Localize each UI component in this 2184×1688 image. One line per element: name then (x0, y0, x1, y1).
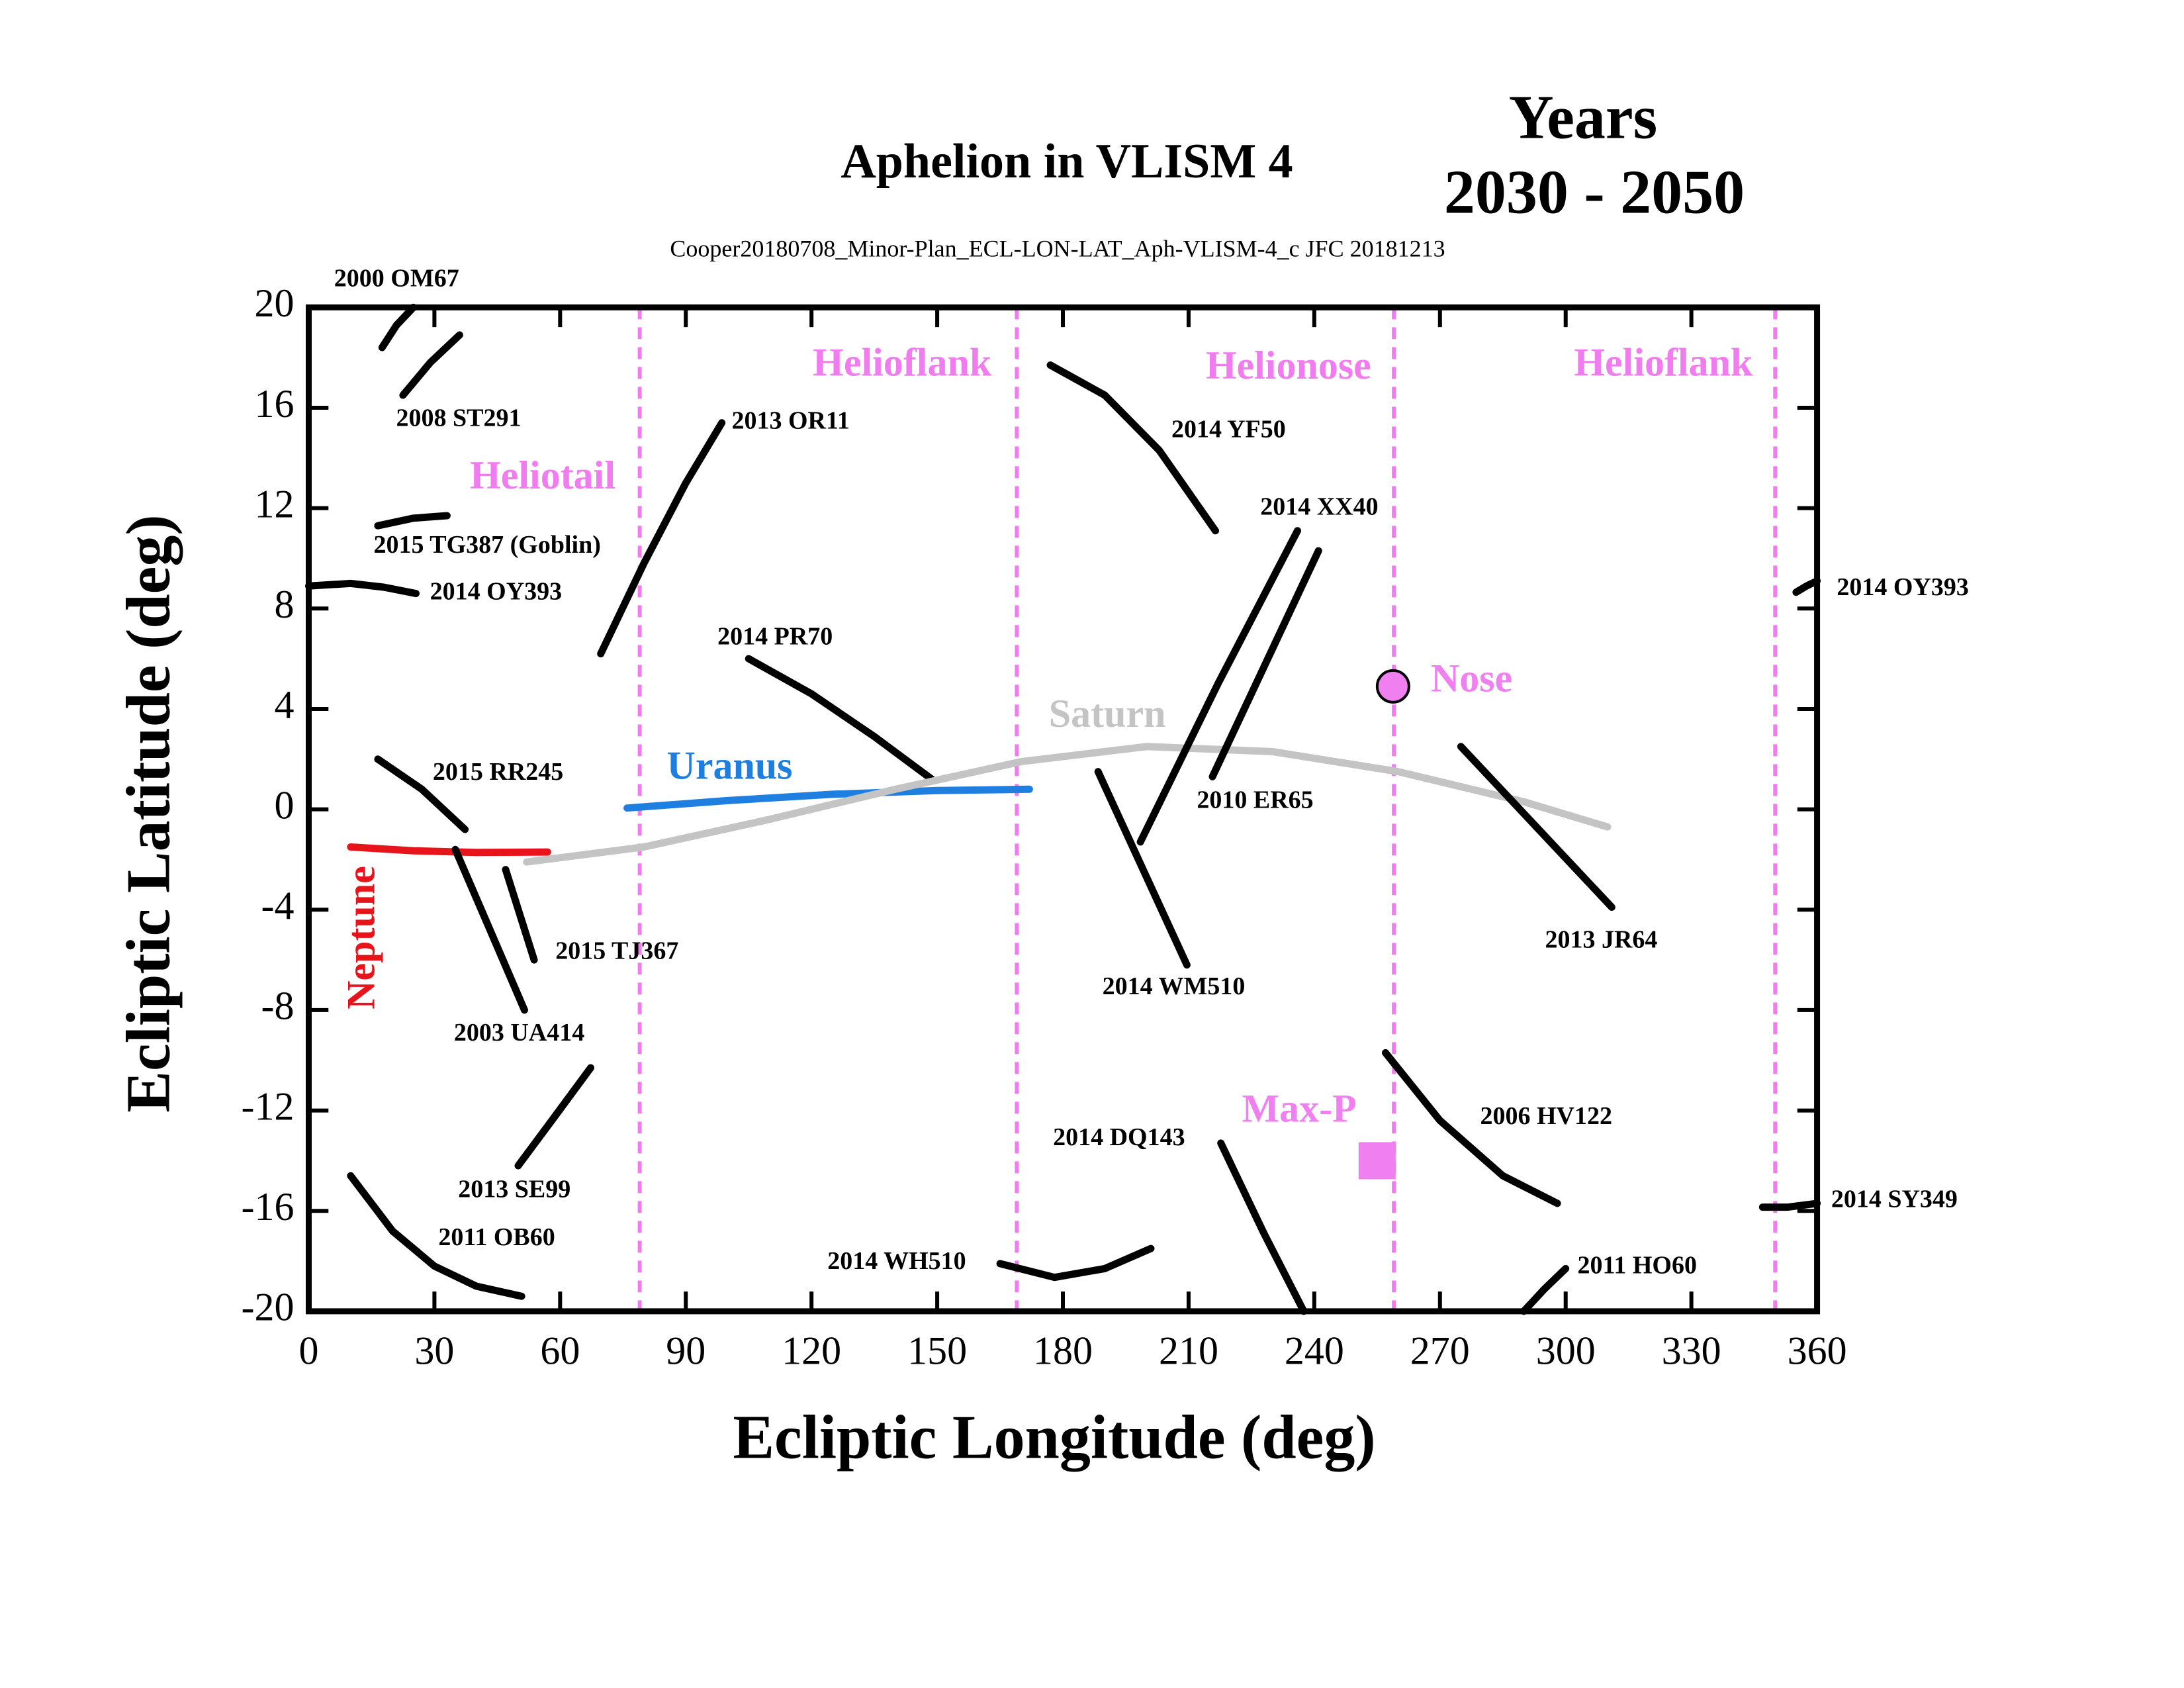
period-label: Years (1509, 83, 1658, 152)
region-label: Heliotail (470, 453, 615, 497)
series-label: 2015 RR245 (433, 758, 563, 786)
series-line (514, 1064, 594, 1170)
x-tick-label: 120 (782, 1329, 841, 1373)
series-line (1758, 1199, 1821, 1211)
period-range: 2030 - 2050 (1444, 158, 1745, 227)
series-label: 2011 HO60 (1577, 1252, 1697, 1280)
series-label: 2013 JR64 (1545, 926, 1657, 954)
x-tick-label: 240 (1285, 1329, 1344, 1373)
chart-subtitle: Cooper20180708_Minor-Plan_ECL-LON-LAT_Ap… (670, 235, 1445, 261)
series-line (597, 419, 726, 658)
series-label: 2011 OB60 (438, 1223, 555, 1251)
series-label: 2014 SY349 (1831, 1185, 1958, 1213)
series-label: 2014 DQ143 (1053, 1123, 1185, 1151)
series-line (1457, 743, 1615, 911)
series-line (1046, 361, 1219, 535)
y-tick-label: 12 (254, 482, 294, 526)
series-label: 2013 SE99 (458, 1176, 570, 1203)
series-line (523, 743, 1612, 866)
series-label: 2013 OR11 (731, 407, 849, 435)
series-line (1520, 1264, 1570, 1315)
y-tick-label: -12 (241, 1084, 294, 1128)
chart-title: Aphelion in VLISM 4 (841, 134, 1293, 189)
marker (1358, 1142, 1396, 1180)
series-line (996, 1244, 1155, 1282)
x-tick-label: 210 (1159, 1329, 1218, 1373)
marker-label: Nose (1431, 657, 1512, 700)
series-label: 2008 ST291 (396, 404, 522, 432)
series-line (347, 1172, 525, 1300)
series-label: Saturn (1049, 692, 1166, 735)
series-line (1136, 527, 1301, 846)
series-label: 2006 HV122 (1480, 1102, 1613, 1130)
series-label: 2015 TJ367 (555, 937, 678, 965)
series-line (1094, 768, 1191, 969)
region-label: Helioflank (1574, 341, 1753, 385)
y-tick-label: 0 (274, 783, 294, 827)
x-axis-title: Ecliptic Longitude (deg) (733, 1403, 1375, 1472)
series-label: 2014 XX40 (1260, 493, 1378, 521)
series-line (374, 755, 469, 833)
y-tick-label: 16 (254, 382, 294, 426)
y-tick-label: -4 (261, 884, 294, 927)
series-line (623, 785, 1033, 812)
y-tick-label: -16 (241, 1185, 294, 1229)
series-label: 2003 UA414 (454, 1019, 584, 1047)
x-tick-label: 180 (1033, 1329, 1093, 1373)
y-tick-label: -8 (261, 984, 294, 1028)
plot-frame (305, 304, 1821, 1315)
series-line (1792, 577, 1821, 596)
series-line (502, 866, 538, 964)
region-label: Helioflank (813, 341, 992, 385)
series-label: 2010 ER65 (1197, 786, 1313, 814)
series-line (374, 512, 451, 530)
y-tick-label: 4 (274, 683, 294, 727)
x-tick-label: 90 (666, 1329, 705, 1373)
series-label: 2014 YF50 (1171, 415, 1286, 443)
y-axis-title: Ecliptic Latitude (deg) (114, 514, 183, 1112)
series-line (347, 843, 551, 857)
region-label: Helionose (1206, 344, 1371, 387)
series-line (1208, 547, 1322, 780)
series-label: 2015 TG387 (Goblin) (373, 531, 600, 559)
series-line (378, 303, 418, 352)
series-label: 2014 OY393 (1837, 573, 1969, 601)
series-label: 2014 WH510 (827, 1247, 966, 1275)
series-line (399, 331, 463, 399)
series-label: Uranus (666, 744, 792, 788)
x-tick-label: 300 (1536, 1329, 1596, 1373)
series-label: 2000 OM67 (334, 265, 459, 293)
x-tick-label: 30 (414, 1329, 454, 1373)
y-tick-label: 20 (254, 281, 294, 325)
series-label: 2014 PR70 (717, 623, 833, 651)
series-line (1382, 1049, 1561, 1207)
x-tick-label: 330 (1662, 1329, 1721, 1373)
x-tick-label: 360 (1788, 1329, 1847, 1373)
x-tick-label: 150 (907, 1329, 967, 1373)
x-tick-label: 60 (540, 1329, 580, 1373)
series-label: 2014 WM510 (1103, 972, 1246, 1000)
y-tick-label: 8 (274, 583, 294, 626)
series-label: 2014 OY393 (430, 577, 563, 605)
series-line (451, 845, 528, 1014)
y-tick-label: -20 (241, 1286, 294, 1329)
marker-label: Max-P (1242, 1086, 1357, 1130)
x-tick-label: 0 (298, 1329, 318, 1373)
series-line (745, 655, 936, 783)
marker (1375, 669, 1410, 704)
x-tick-label: 270 (1410, 1329, 1470, 1373)
series-line (305, 579, 420, 598)
series-label: Neptune (339, 866, 383, 1009)
series-line (1217, 1139, 1308, 1315)
